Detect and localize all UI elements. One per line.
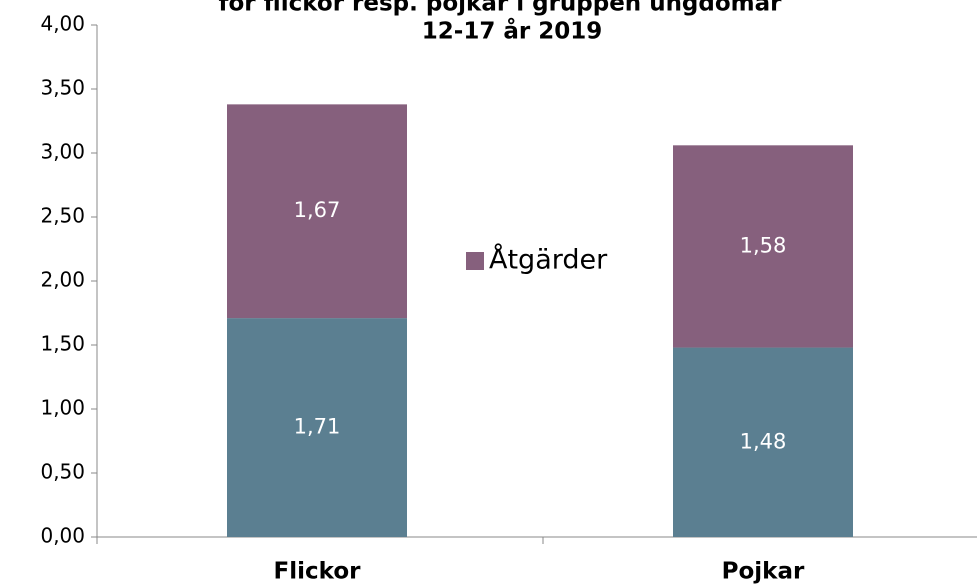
y-tick-label: 2,50 [40,204,85,228]
y-tick-label: 1,50 [40,332,85,356]
chart-title: för flickor resp. pojkar i gruppen ungdo… [219,0,783,17]
y-tick-label: 1,00 [40,396,85,420]
x-tick-label: Flickor [274,559,362,585]
data-label: 1,58 [740,233,787,257]
y-tick-label: 3,50 [40,76,85,100]
chart-title: 12-17 år 2019 [422,18,602,45]
bar-segment [673,347,853,537]
data-label: 1,48 [740,429,787,453]
bar-segment [227,104,407,319]
legend-label: Åtgärder [489,244,608,276]
x-tick-label: Pojkar [722,559,805,585]
y-tick-label: 2,00 [40,268,85,292]
y-tick-label: 0,50 [40,460,85,484]
data-label: 1,67 [294,198,341,222]
legend-swatch [466,252,484,270]
bar-segment [673,145,853,348]
y-tick-label: 4,00 [40,12,85,36]
data-label: 1,71 [294,415,341,439]
y-tick-label: 0,00 [40,524,85,548]
bar-segment [227,318,407,537]
y-tick-label: 3,00 [40,140,85,164]
